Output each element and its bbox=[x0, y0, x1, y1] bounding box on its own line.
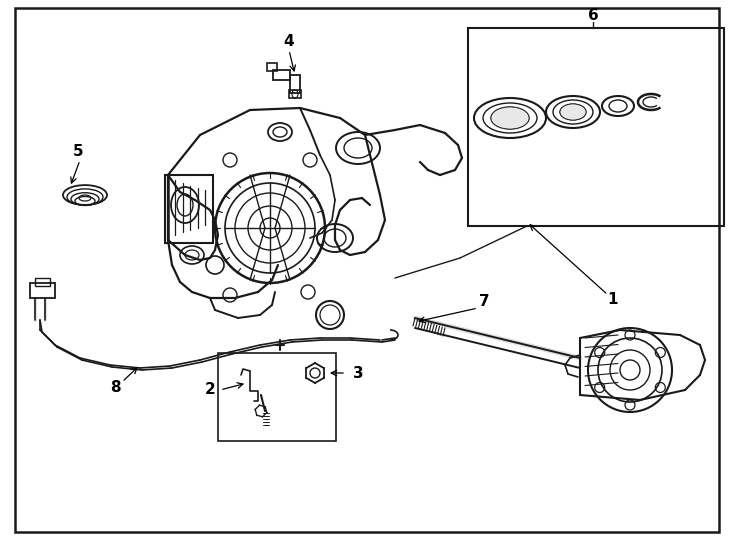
Text: 5: 5 bbox=[73, 145, 84, 159]
Text: 8: 8 bbox=[109, 381, 120, 395]
Bar bbox=[30, 283, 55, 298]
Text: 4: 4 bbox=[283, 35, 294, 50]
Bar bbox=[165, 175, 213, 243]
Text: 1: 1 bbox=[608, 293, 618, 307]
Bar bbox=[218, 353, 336, 441]
Bar bbox=[468, 28, 724, 226]
Text: 2: 2 bbox=[205, 382, 215, 397]
Text: 7: 7 bbox=[479, 294, 490, 309]
Ellipse shape bbox=[491, 107, 529, 129]
Text: 6: 6 bbox=[588, 9, 598, 24]
Bar bbox=[290, 75, 300, 93]
Bar bbox=[35, 278, 50, 286]
Ellipse shape bbox=[560, 104, 586, 120]
Bar bbox=[289, 90, 301, 98]
Bar bbox=[273, 70, 290, 80]
Bar bbox=[267, 63, 277, 71]
Text: 3: 3 bbox=[353, 366, 363, 381]
